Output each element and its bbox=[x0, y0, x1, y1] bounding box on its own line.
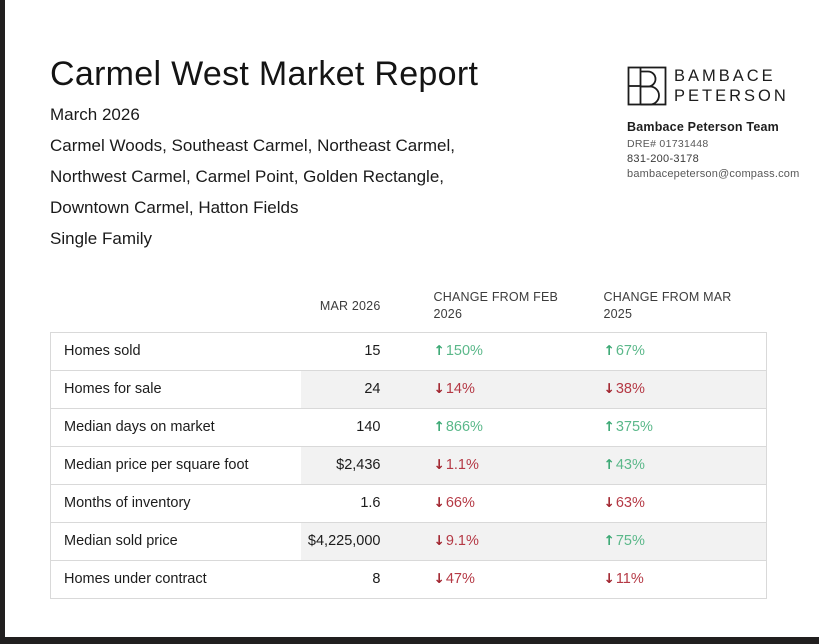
change-percent: 866% bbox=[445, 419, 483, 435]
table-row: Median price per square foot $2,436 ↓1.1… bbox=[50, 445, 767, 484]
metric-label: Median days on market bbox=[50, 407, 301, 446]
change-from-feb-cell: ↓1.1% bbox=[430, 445, 601, 484]
table-row: Homes for sale 24 ↓14% ↓38% bbox=[50, 369, 767, 408]
change-from-mar-cell: ↓38% bbox=[600, 369, 767, 408]
change-percent: 375% bbox=[615, 419, 653, 435]
trend-arrow-icon: ↑ bbox=[603, 419, 615, 435]
metric-column-header bbox=[51, 281, 301, 332]
metric-label: Homes sold bbox=[50, 331, 301, 370]
trend-arrow-icon: ↓ bbox=[603, 571, 615, 587]
change-from-mar-column-header: CHANGE FROM MAR 2025 bbox=[603, 290, 732, 322]
trend-arrow-icon: ↓ bbox=[433, 495, 445, 511]
metric-label: Homes for sale bbox=[50, 369, 301, 408]
trend-arrow-icon: ↑ bbox=[433, 343, 445, 359]
screenshot-edge-bottom bbox=[0, 637, 819, 644]
phone-number: 831-200-3178 bbox=[627, 153, 700, 165]
trend-arrow-icon: ↑ bbox=[433, 419, 445, 435]
change-percent: 66% bbox=[445, 495, 475, 511]
change-from-feb-cell: ↑866% bbox=[430, 407, 601, 446]
change-from-mar-cell: ↓63% bbox=[600, 483, 767, 522]
table-row: Homes under contract 8 ↓47% ↓11% bbox=[50, 559, 767, 599]
metric-label: Median price per square foot bbox=[50, 445, 301, 484]
metric-value: 1.6 bbox=[300, 483, 431, 522]
metric-label: Months of inventory bbox=[50, 483, 301, 522]
report-month: March 2026 bbox=[50, 105, 140, 124]
dre-number: DRE# 01731448 bbox=[627, 138, 709, 150]
change-percent: 11% bbox=[615, 571, 644, 587]
trend-arrow-icon: ↓ bbox=[433, 381, 445, 397]
branding-block: BAMBACE PETERSON Bambace Peterson Team D… bbox=[627, 66, 802, 180]
metric-label: Median sold price bbox=[50, 521, 301, 560]
brand-logo: BAMBACE PETERSON bbox=[627, 66, 802, 106]
change-percent: 14% bbox=[445, 381, 475, 397]
change-percent: 63% bbox=[615, 495, 645, 511]
change-percent: 9.1% bbox=[445, 533, 479, 549]
email-address: bambacepeterson@compass.com bbox=[627, 168, 800, 180]
change-percent: 150% bbox=[445, 343, 483, 359]
change-from-mar-cell: ↑67% bbox=[600, 331, 767, 370]
screenshot-edge-left bbox=[0, 0, 5, 644]
change-percent: 38% bbox=[615, 381, 645, 397]
trend-arrow-icon: ↑ bbox=[603, 457, 615, 473]
trend-arrow-icon: ↓ bbox=[433, 533, 445, 549]
metric-value: $4,225,000 bbox=[300, 521, 431, 560]
property-type: Single Family bbox=[50, 229, 153, 248]
report-subtitle: March 2026 Carmel Woods, Southeast Carme… bbox=[50, 99, 455, 254]
table-row: Median sold price $4,225,000 ↓9.1% ↑75% bbox=[50, 521, 767, 560]
report-areas-line-3: Downtown Carmel, Hatton Fields bbox=[50, 198, 299, 217]
change-from-mar-cell: ↑43% bbox=[600, 445, 767, 484]
change-from-mar-cell: ↓11% bbox=[600, 559, 767, 599]
trend-arrow-icon: ↓ bbox=[433, 571, 445, 587]
change-from-feb-cell: ↓66% bbox=[430, 483, 601, 522]
table-row: Months of inventory 1.6 ↓66% ↓63% bbox=[50, 483, 767, 522]
table-header-row: MAR 2026 CHANGE FROM FEB 2026 CHANGE FRO… bbox=[51, 281, 767, 332]
trend-arrow-icon: ↓ bbox=[433, 457, 445, 473]
metric-label: Homes under contract bbox=[50, 559, 301, 599]
team-name: Bambace Peterson Team bbox=[627, 120, 779, 134]
trend-arrow-icon: ↓ bbox=[603, 381, 615, 397]
trend-arrow-icon: ↓ bbox=[603, 495, 615, 511]
trend-arrow-icon: ↑ bbox=[603, 343, 615, 359]
change-percent: 1.1% bbox=[445, 457, 479, 473]
change-percent: 47% bbox=[445, 571, 475, 587]
metric-value: 15 bbox=[300, 331, 431, 370]
change-percent: 67% bbox=[615, 343, 645, 359]
bp-monogram-icon bbox=[627, 66, 667, 106]
change-from-mar-cell: ↑75% bbox=[600, 521, 767, 560]
change-from-feb-cell: ↓47% bbox=[430, 559, 601, 599]
brand-wordmark: BAMBACE PETERSON bbox=[674, 66, 789, 106]
report-areas-line-2: Northwest Carmel, Carmel Point, Golden R… bbox=[50, 167, 444, 186]
table-row: Median days on market 140 ↑866% ↑375% bbox=[50, 407, 767, 446]
brand-word-line-1: BAMBACE bbox=[674, 67, 776, 85]
change-from-feb-cell: ↑150% bbox=[430, 331, 601, 370]
change-from-feb-cell: ↓9.1% bbox=[430, 521, 601, 560]
table-row: Homes sold 15 ↑150% ↑67% bbox=[50, 331, 767, 370]
change-percent: 43% bbox=[615, 457, 645, 473]
change-percent: 75% bbox=[615, 533, 645, 549]
metric-value: 24 bbox=[300, 369, 431, 408]
trend-arrow-icon: ↑ bbox=[603, 533, 615, 549]
market-stats-table: MAR 2026 CHANGE FROM FEB 2026 CHANGE FRO… bbox=[50, 281, 767, 599]
period-column-header: MAR 2026 bbox=[319, 298, 381, 313]
change-from-feb-column-header: CHANGE FROM FEB 2026 bbox=[433, 290, 559, 322]
page-title: Carmel West Market Report bbox=[50, 55, 479, 93]
change-from-feb-cell: ↓14% bbox=[430, 369, 601, 408]
report-areas-line-1: Carmel Woods, Southeast Carmel, Northeas… bbox=[50, 136, 456, 155]
change-from-mar-cell: ↑375% bbox=[600, 407, 767, 446]
metric-value: 8 bbox=[300, 559, 431, 599]
metric-value: $2,436 bbox=[300, 445, 431, 484]
brand-word-line-2: PETERSON bbox=[674, 87, 789, 105]
metric-value: 140 bbox=[300, 407, 431, 446]
